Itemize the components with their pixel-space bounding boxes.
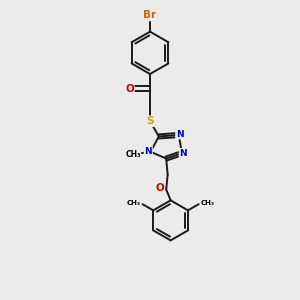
Text: O: O [125, 84, 134, 94]
Text: N: N [176, 130, 184, 139]
Text: S: S [146, 116, 154, 126]
Text: CH₃: CH₃ [125, 150, 141, 159]
Text: CH₃: CH₃ [201, 200, 215, 206]
Text: N: N [179, 149, 187, 158]
Text: CH₃: CH₃ [126, 200, 140, 206]
Text: N: N [144, 147, 152, 156]
Text: Br: Br [143, 11, 157, 20]
Text: O: O [155, 183, 164, 193]
